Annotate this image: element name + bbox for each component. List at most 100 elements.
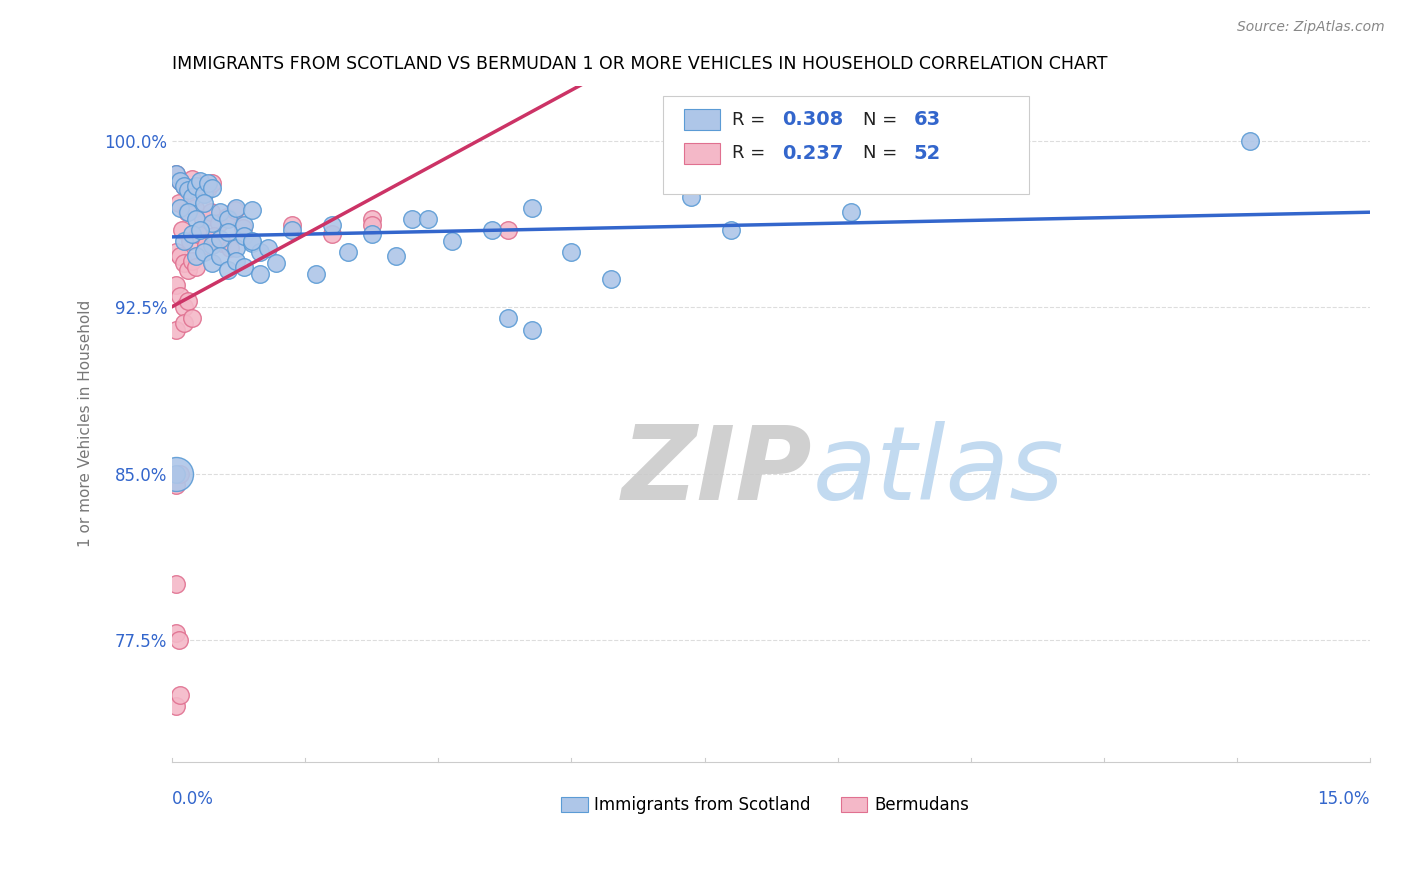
Point bbox=[336, 244, 359, 259]
Point bbox=[224, 202, 246, 217]
Point bbox=[207, 216, 229, 230]
Point bbox=[681, 189, 703, 203]
Point bbox=[193, 196, 215, 211]
Point bbox=[193, 187, 215, 202]
Point bbox=[720, 223, 742, 237]
Point bbox=[281, 219, 304, 233]
Text: 63: 63 bbox=[914, 110, 941, 129]
Point bbox=[560, 244, 582, 259]
Point bbox=[165, 168, 187, 182]
Text: R =: R = bbox=[731, 111, 770, 128]
FancyBboxPatch shape bbox=[683, 144, 720, 163]
Point bbox=[169, 249, 191, 263]
Point bbox=[188, 174, 211, 188]
Point bbox=[181, 311, 204, 326]
Point bbox=[176, 205, 198, 219]
Point bbox=[257, 241, 280, 255]
Point bbox=[191, 211, 214, 226]
Point bbox=[281, 223, 304, 237]
Text: Immigrants from Scotland: Immigrants from Scotland bbox=[593, 796, 810, 814]
FancyBboxPatch shape bbox=[561, 797, 588, 813]
Point bbox=[188, 223, 211, 237]
Point bbox=[197, 176, 219, 190]
Point bbox=[440, 234, 463, 248]
Point bbox=[496, 223, 519, 237]
Point bbox=[177, 205, 200, 219]
Point bbox=[169, 201, 191, 215]
Point bbox=[217, 262, 239, 277]
Point bbox=[233, 219, 256, 233]
Point bbox=[193, 187, 215, 202]
Point bbox=[385, 249, 408, 263]
Point bbox=[520, 201, 543, 215]
Text: ZIP: ZIP bbox=[621, 420, 813, 522]
Point bbox=[165, 626, 187, 640]
Text: R =: R = bbox=[731, 145, 770, 162]
Point bbox=[264, 256, 287, 270]
Text: 52: 52 bbox=[914, 144, 941, 163]
Point bbox=[249, 244, 271, 259]
Point bbox=[225, 241, 247, 255]
Point bbox=[179, 234, 201, 248]
Point bbox=[186, 178, 208, 193]
Point bbox=[240, 234, 263, 248]
Point bbox=[1239, 134, 1261, 148]
Point bbox=[169, 289, 191, 303]
Point bbox=[173, 316, 195, 330]
FancyBboxPatch shape bbox=[664, 96, 1029, 194]
Point bbox=[360, 211, 382, 226]
Point bbox=[177, 183, 200, 197]
Text: IMMIGRANTS FROM SCOTLAND VS BERMUDAN 1 OR MORE VEHICLES IN HOUSEHOLD CORRELATION: IMMIGRANTS FROM SCOTLAND VS BERMUDAN 1 O… bbox=[173, 55, 1108, 73]
Point bbox=[240, 202, 263, 217]
Point bbox=[181, 189, 204, 203]
Point bbox=[170, 223, 193, 237]
Point bbox=[167, 632, 190, 647]
Point bbox=[165, 278, 187, 293]
Point bbox=[360, 227, 382, 242]
Point bbox=[600, 271, 623, 285]
Point bbox=[215, 210, 238, 224]
Text: Source: ZipAtlas.com: Source: ZipAtlas.com bbox=[1237, 20, 1385, 34]
Point bbox=[201, 176, 224, 190]
Point bbox=[186, 211, 208, 226]
Point bbox=[839, 205, 862, 219]
Point bbox=[481, 223, 503, 237]
Point bbox=[165, 699, 187, 714]
Point bbox=[225, 201, 247, 215]
Point bbox=[209, 232, 232, 246]
Point bbox=[177, 293, 200, 308]
Point bbox=[165, 467, 187, 481]
Text: 15.0%: 15.0% bbox=[1317, 789, 1369, 808]
FancyBboxPatch shape bbox=[841, 797, 868, 813]
Point bbox=[218, 241, 240, 255]
Point bbox=[173, 301, 195, 315]
Text: 0.237: 0.237 bbox=[782, 144, 844, 163]
Point bbox=[177, 262, 200, 277]
Point bbox=[520, 322, 543, 336]
Point bbox=[209, 249, 232, 263]
Point bbox=[225, 253, 247, 268]
Point bbox=[233, 260, 256, 275]
Point bbox=[188, 178, 211, 193]
Text: atlas: atlas bbox=[813, 421, 1064, 521]
Text: Bermudans: Bermudans bbox=[875, 796, 969, 814]
Point bbox=[186, 249, 208, 263]
Point bbox=[167, 196, 190, 211]
Point bbox=[186, 189, 208, 203]
Point bbox=[193, 244, 215, 259]
Point bbox=[401, 211, 423, 226]
Point bbox=[165, 577, 187, 591]
Point bbox=[169, 174, 191, 188]
Point bbox=[209, 205, 232, 219]
Point bbox=[165, 244, 187, 259]
Point bbox=[186, 260, 208, 275]
Point bbox=[200, 205, 222, 219]
Point bbox=[416, 211, 439, 226]
Point bbox=[183, 201, 205, 215]
Text: N =: N = bbox=[863, 145, 903, 162]
Point bbox=[181, 172, 204, 186]
Text: 0.0%: 0.0% bbox=[173, 789, 214, 808]
Point bbox=[194, 238, 217, 252]
Point bbox=[169, 467, 191, 481]
Point bbox=[360, 219, 382, 233]
